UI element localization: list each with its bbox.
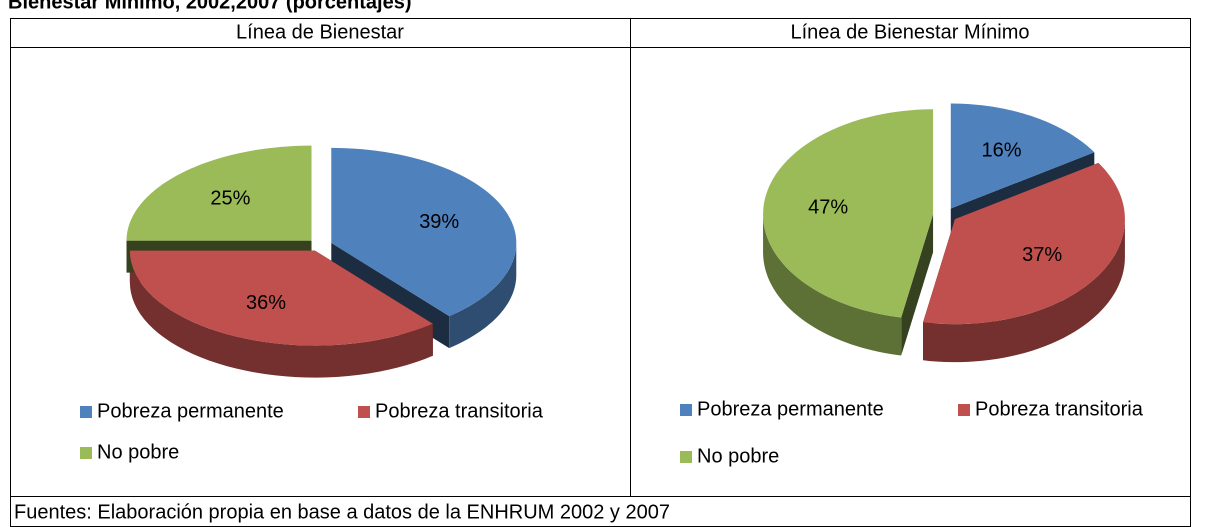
legend-label: Pobreza transitoria: [375, 400, 544, 422]
pie-slice: [331, 147, 517, 317]
pie-slice: [763, 109, 934, 318]
chart-title: Línea de Bienestar Mínimo: [790, 21, 1029, 43]
data-label: 39%: [419, 211, 459, 233]
legend-label: No pobre: [697, 445, 779, 467]
legend-swatch: [680, 451, 692, 463]
legend-swatch: [680, 404, 692, 416]
legend-swatch: [80, 406, 92, 418]
legend-label: Pobreza transitoria: [975, 398, 1144, 420]
legend-swatch: [358, 406, 370, 418]
legend-label: No pobre: [97, 441, 179, 463]
legend-label: Pobreza permanente: [697, 398, 884, 420]
pie-wall: [901, 214, 934, 356]
pie-side: [763, 214, 902, 356]
pie-slice: [950, 103, 1095, 209]
pie-side: [923, 219, 1125, 363]
pie-side: [129, 250, 433, 378]
chart-title: Línea de Bienestar: [236, 21, 404, 43]
heading: Bienestar Mínimo, 2002,2007 (porcentajes…: [8, 0, 412, 13]
data-label: 16%: [982, 140, 1022, 162]
legend-swatch: [958, 404, 970, 416]
data-label: 37%: [1022, 244, 1062, 266]
pie-slice: [923, 162, 1125, 325]
pie-slice: [129, 250, 433, 346]
source-note: Fuentes: Elaboración propia en base a da…: [14, 501, 670, 523]
data-label: 36%: [246, 292, 286, 314]
legend-swatch: [80, 447, 92, 459]
legend-label: Pobreza permanente: [97, 400, 284, 422]
pie-slice: [126, 145, 312, 241]
data-label: 25%: [210, 187, 250, 209]
data-label: 47%: [808, 196, 848, 218]
pie-side: [449, 242, 517, 349]
